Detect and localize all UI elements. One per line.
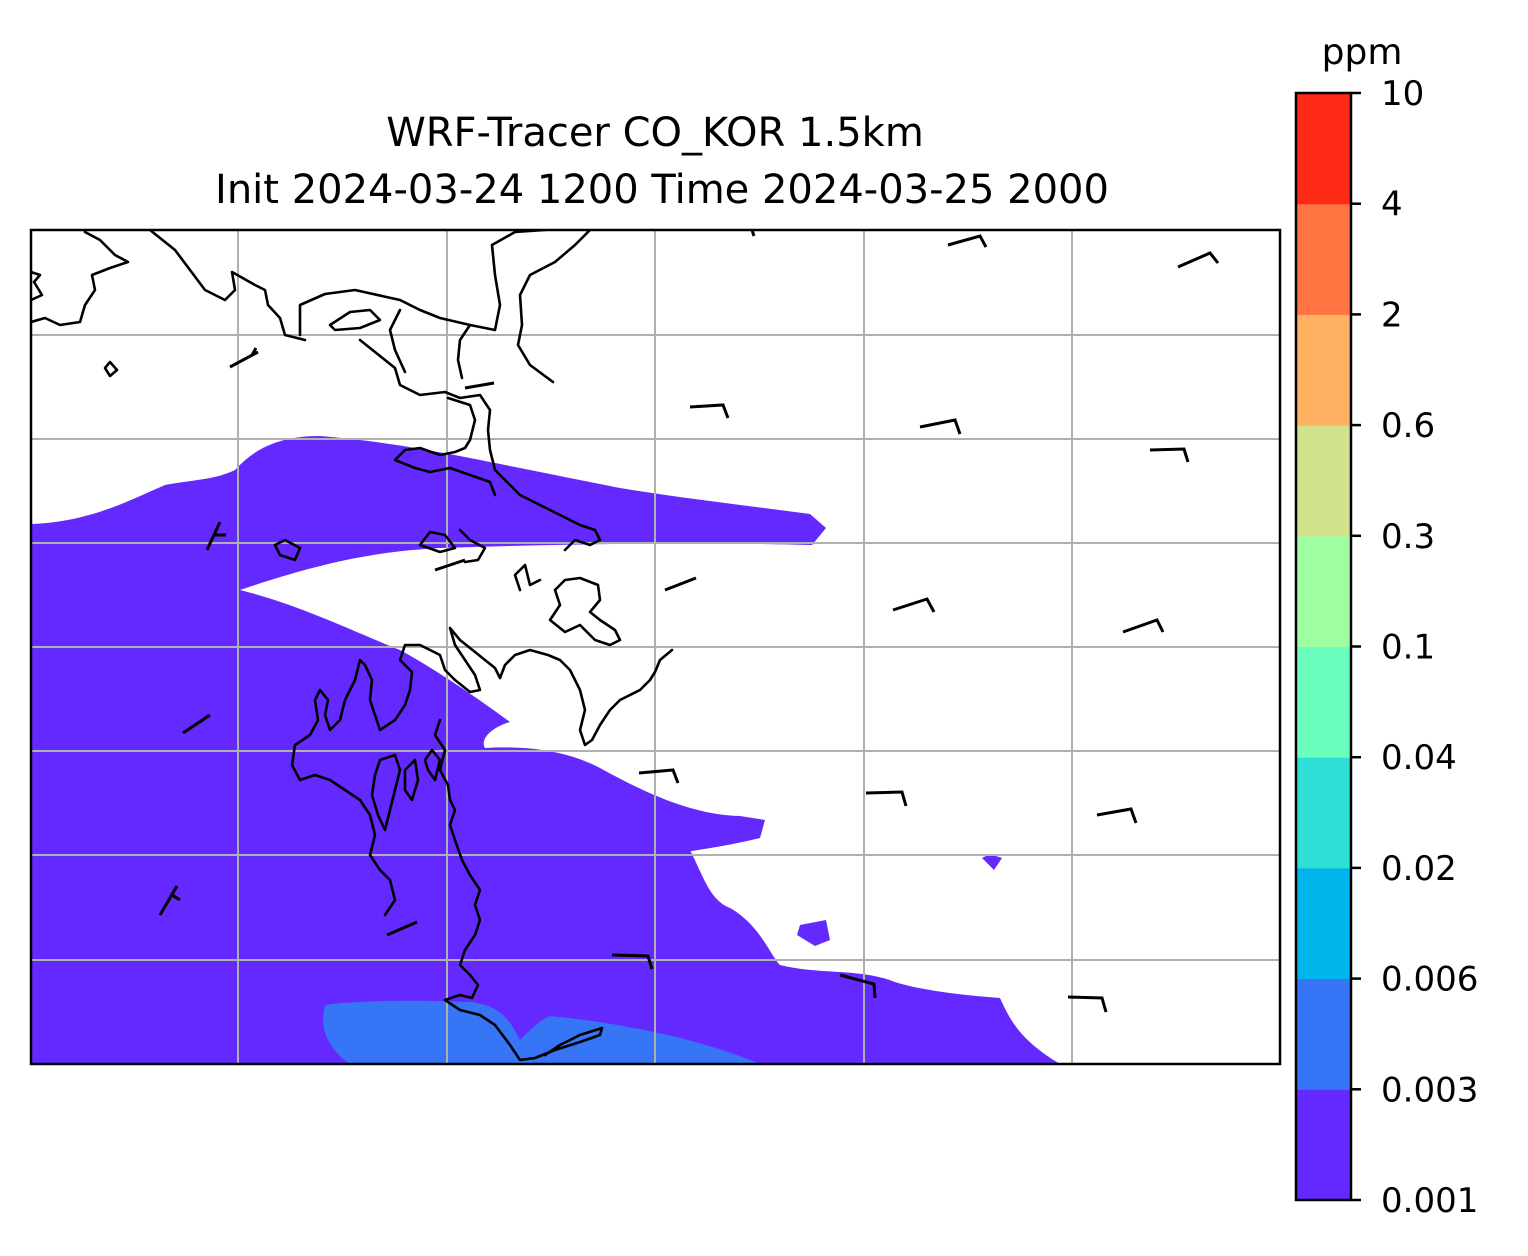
wind-barbs (158, 230, 1220, 1013)
wind-barb (182, 713, 211, 735)
wind-barb (611, 953, 654, 970)
wind-barb (839, 973, 877, 999)
plot-title-line2: Init 2024-03-24 1200 Time 2024-03-25 200… (215, 167, 1109, 213)
plume-level-0.001 (31, 436, 1060, 1064)
coastlines (31, 230, 674, 1062)
colorbar-tick-label: 2 (1381, 295, 1403, 335)
colorbar-tick-label: 0.006 (1381, 960, 1478, 1000)
plume-patch-b (982, 854, 1002, 870)
colorbar-segment (1296, 314, 1351, 426)
plot-title-line1: WRF-Tracer CO_KOR 1.5km (386, 110, 924, 156)
colorbar-segment (1296, 203, 1351, 315)
colorbar-tick-label: 0.6 (1381, 406, 1435, 446)
coastline-korea-south (433, 718, 604, 1062)
wind-barb (689, 403, 730, 419)
colorbar-tick-label: 10 (1381, 74, 1424, 114)
colorbar-segment (1296, 646, 1351, 758)
coastline-north-peninsula (148, 230, 547, 342)
coastline-korea-west (358, 230, 602, 552)
colorbar-tick-label: 0.3 (1381, 517, 1435, 557)
wind-barb (434, 558, 466, 572)
plume-level-0.003 (322, 1000, 760, 1064)
wind-barb (229, 347, 259, 369)
wind-barb (1177, 251, 1220, 269)
wind-barb (865, 790, 908, 807)
colorbar-segment (1296, 1089, 1351, 1201)
map-area (31, 230, 1280, 1064)
wind-barb (158, 885, 181, 916)
wind-barb (464, 381, 495, 390)
colorbar-tick-label: 0.02 (1381, 849, 1457, 889)
coastline-island-north (328, 308, 382, 332)
colorbar-tick-label: 4 (1381, 185, 1403, 225)
wind-barb (638, 768, 680, 784)
wind-barb (205, 521, 226, 551)
wind-barb (1122, 618, 1165, 634)
map-frame (29, 228, 1282, 1066)
plume-patch-a (797, 920, 830, 946)
wind-barb (1096, 807, 1138, 824)
wind-barb (664, 576, 697, 592)
colorbar-segment (1296, 978, 1351, 1090)
colorbar-segment (1296, 867, 1351, 980)
coastline-korea-southwest (290, 626, 674, 917)
wind-barb (919, 418, 962, 435)
coastline-west-bay (513, 563, 622, 647)
colorbar-segment (1296, 757, 1351, 869)
coastline-small-island (103, 360, 119, 378)
colorbar-segment (1296, 425, 1351, 537)
coastline-islands-south (370, 748, 442, 832)
colorbar-tick-label: 0.001 (1381, 1181, 1478, 1221)
wind-barb (386, 920, 418, 937)
colorbar-tick-label: 0.1 (1381, 628, 1435, 668)
wind-barb (1149, 447, 1190, 463)
colorbar-tick-label: 0.003 (1381, 1070, 1478, 1110)
gridlines (31, 230, 1280, 1064)
colorbar-segment (1296, 93, 1351, 205)
coastline-islands-mid (273, 528, 487, 564)
colorbar-segment (1296, 535, 1351, 647)
wind-barb (947, 234, 988, 248)
colorbar: 0.001 0.003 0.006 0.02 0.04 0.1 0.3 0.6 2 4 10 (1294, 74, 1478, 1221)
wind-barb (1067, 995, 1108, 1013)
wind-barb (892, 597, 936, 613)
colorbar-label: ppm (1322, 32, 1403, 73)
colorbar-tick-label: 0.04 (1381, 738, 1457, 778)
coastline-northwest (31, 230, 130, 327)
